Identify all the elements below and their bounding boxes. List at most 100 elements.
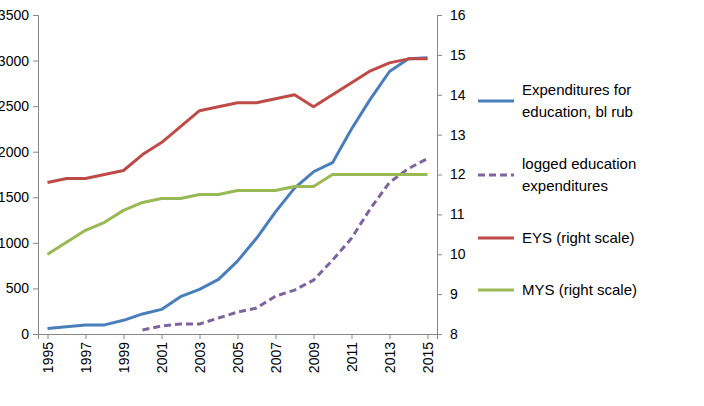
tick: 8 <box>437 326 458 342</box>
tick-mark <box>314 334 315 339</box>
tick-mark <box>48 334 49 339</box>
tick-mark <box>33 288 38 289</box>
plot-area <box>48 58 428 330</box>
tick: 500 <box>6 280 38 296</box>
tick: 1999 <box>116 334 132 373</box>
tick-label: 9 <box>450 286 458 302</box>
tick-mark <box>437 254 442 255</box>
tick-label: 2009 <box>306 342 322 373</box>
tick: 16 <box>437 7 466 23</box>
tick-mark <box>276 334 277 339</box>
tick-mark <box>437 135 442 136</box>
legend-label: EYS (right scale) <box>522 229 635 246</box>
tick-mark <box>33 197 38 198</box>
tick-mark <box>437 15 442 16</box>
tick-label: 12 <box>450 166 466 182</box>
tick: 2005 <box>230 334 246 373</box>
legend-swatch <box>478 174 514 177</box>
legend-swatch <box>478 100 514 103</box>
tick: 13 <box>437 127 466 143</box>
tick-label: 14 <box>450 87 466 103</box>
tick: 2500 <box>0 98 38 114</box>
x-axis-line <box>39 335 438 340</box>
tick: 10 <box>437 246 466 262</box>
tick-mark <box>162 334 163 339</box>
tick: 3500 <box>0 7 38 23</box>
tick-mark <box>437 214 442 215</box>
series-line <box>48 59 428 183</box>
tick-mark <box>86 334 87 339</box>
tick-label: 2003 <box>192 342 208 373</box>
tick: 0 <box>21 326 38 342</box>
tick: 1000 <box>0 235 38 251</box>
tick-mark <box>33 334 38 335</box>
tick-mark <box>33 106 38 107</box>
tick: 2007 <box>268 334 284 373</box>
legend-label: logged educationexpenditures <box>522 155 636 194</box>
tick-mark <box>33 61 38 62</box>
tick-mark <box>437 175 442 176</box>
tick-label: 2013 <box>382 342 398 373</box>
tick-mark <box>33 15 38 16</box>
tick: 3000 <box>0 53 38 69</box>
series-line <box>143 159 428 330</box>
legend-swatch <box>478 237 514 240</box>
tick: 11 <box>437 206 465 222</box>
tick: 14 <box>437 87 466 103</box>
y2-axis-line <box>438 16 443 335</box>
tick-label: 10 <box>450 246 466 262</box>
tick-label: 3000 <box>0 53 29 69</box>
tick-label: 1500 <box>0 189 29 205</box>
tick-label: 2005 <box>230 342 246 373</box>
tick-label: 500 <box>6 280 30 296</box>
tick-label: 2011 <box>344 342 360 372</box>
tick-label: 1999 <box>116 342 132 373</box>
tick-mark <box>390 334 391 339</box>
y2-axis: 8 9 10 11 12 13 14 15 16 <box>437 7 466 342</box>
tick-mark <box>428 334 429 339</box>
tick-mark <box>437 294 442 295</box>
tick-label: 2000 <box>0 144 29 160</box>
tick: 2009 <box>306 334 322 373</box>
tick: 15 <box>437 47 466 63</box>
tick-mark <box>33 243 38 244</box>
tick: 1995 <box>40 334 56 373</box>
tick-mark <box>352 334 353 339</box>
tick-label: 1995 <box>40 342 56 373</box>
tick-label: 13 <box>450 127 466 143</box>
tick-mark <box>33 152 38 153</box>
tick-label: 16 <box>450 7 466 23</box>
tick: 2001 <box>154 334 170 373</box>
tick: 12 <box>437 166 466 182</box>
legend-label: Expenditures foreducation, bl rub <box>522 81 633 120</box>
y-axis-line <box>33 16 39 335</box>
tick-mark <box>124 334 125 339</box>
x-axis: 1995 1997 1999 2001 2003 2005 2007 2009 2011 2013… <box>39 334 438 373</box>
tick-label: 2001 <box>154 342 170 373</box>
tick-mark <box>437 55 442 56</box>
tick-label: 11 <box>450 206 465 222</box>
tick-label: 15 <box>450 47 466 63</box>
tick-label: 2015 <box>420 342 436 373</box>
tick: 2003 <box>192 334 208 373</box>
tick: 1997 <box>78 334 94 373</box>
tick-label: 1000 <box>0 235 29 251</box>
y-axis: 0 500 1000 1500 2000 2500 3000 3500 <box>0 7 39 342</box>
tick: 2013 <box>382 334 398 373</box>
legend-label: MYS (right scale) <box>522 281 637 298</box>
tick: 2015 <box>420 334 436 373</box>
series-line <box>48 175 428 255</box>
tick: 2000 <box>0 144 38 160</box>
tick-label: 2500 <box>0 98 29 114</box>
tick-label: 0 <box>21 326 29 342</box>
tick: 2011 <box>344 334 360 372</box>
legend: Expenditures foreducation, bl rub logged … <box>478 81 637 298</box>
series-line <box>48 58 428 329</box>
tick: 9 <box>437 286 458 302</box>
tick-mark <box>200 334 201 339</box>
tick-mark <box>238 334 239 339</box>
tick-label: 1997 <box>78 342 94 373</box>
tick-mark <box>437 95 442 96</box>
chart: 0 500 1000 1500 2000 2500 3000 3500 8 9 10 11 12 13 14… <box>0 0 704 406</box>
tick-label: 3500 <box>0 7 29 23</box>
